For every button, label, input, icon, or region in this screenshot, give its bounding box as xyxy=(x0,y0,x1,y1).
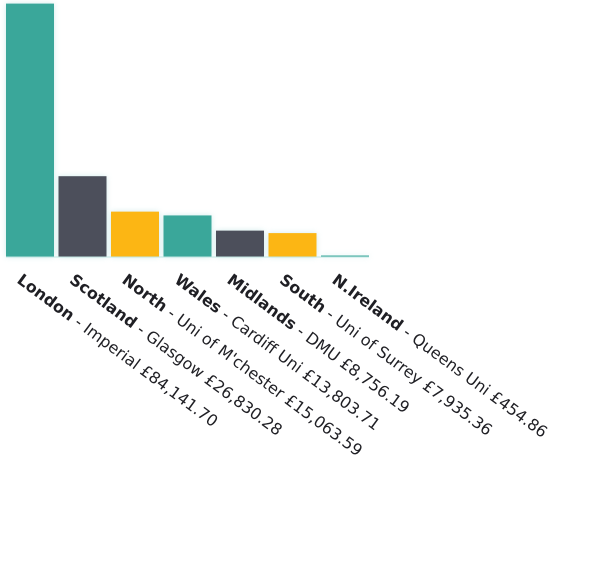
bar-scotland xyxy=(58,176,107,257)
bar-midlands xyxy=(216,230,264,257)
bars-group xyxy=(6,3,369,257)
bar-n-ireland xyxy=(321,255,369,257)
bar-london xyxy=(6,3,54,257)
bar-north xyxy=(111,211,159,257)
bar-south xyxy=(268,233,317,257)
category-region: London xyxy=(14,270,79,325)
bar-wales xyxy=(163,215,212,257)
